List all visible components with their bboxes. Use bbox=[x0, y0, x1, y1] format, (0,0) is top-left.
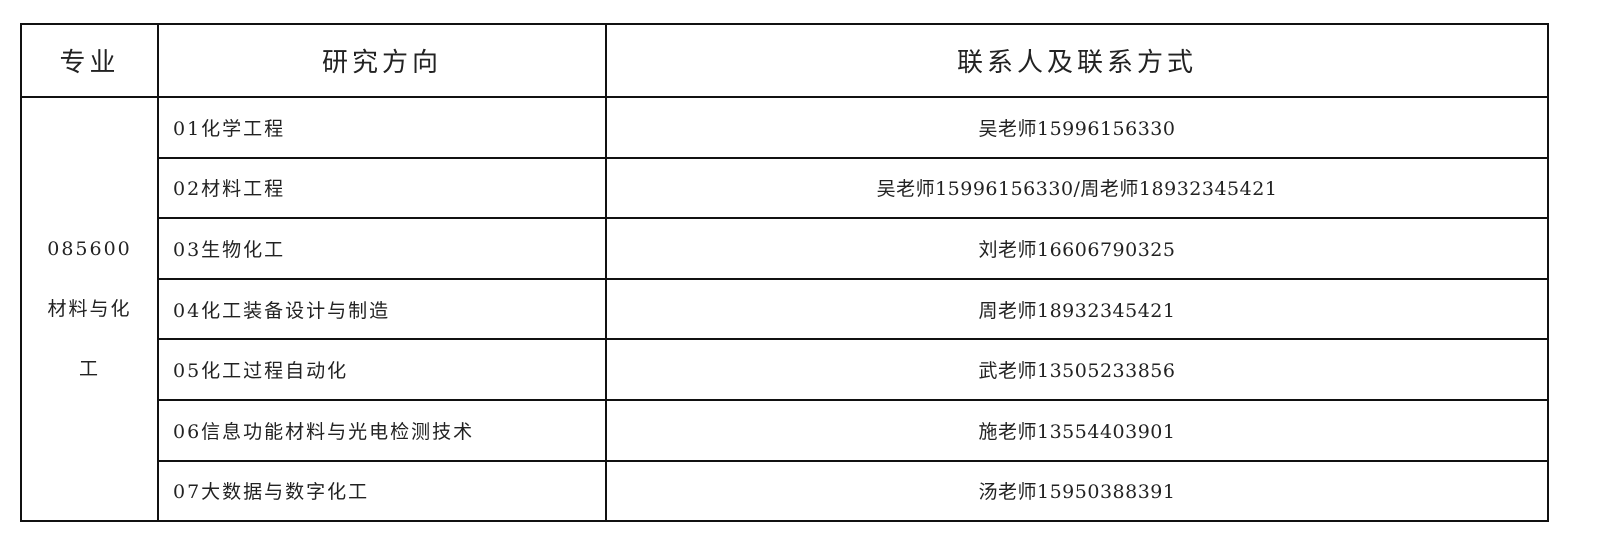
header-major: 专业 bbox=[20, 23, 159, 98]
table-row: 085600材料与化工 01化学工程 吴老师15996156330 bbox=[20, 95, 1549, 523]
header-contact: 联系人及联系方式 bbox=[605, 23, 1549, 98]
table-row: 05化工过程自动化 武老师13505233856 bbox=[21, 338, 1549, 401]
contact-cell: 汤老师15950388391 bbox=[605, 459, 1549, 523]
contact-cell: 吴老师15996156330 bbox=[605, 96, 1549, 159]
contact-table: 专业 研究方向 联系人及联系方式 085600材料与化工 01化学工程 吴老师1… bbox=[20, 23, 1549, 523]
contact-cell: 施老师13554403901 bbox=[605, 398, 1549, 462]
direction-cell: 01化学工程 bbox=[157, 96, 607, 159]
table-row: 04化工装备设计与制造 周老师18932345421 bbox=[21, 277, 1549, 341]
direction-cell: 04化工装备设计与制造 bbox=[157, 277, 607, 341]
direction-cell: 05化工过程自动化 bbox=[157, 338, 607, 401]
direction-cell: 06信息功能材料与光电检测技术 bbox=[157, 398, 607, 462]
table-row: 07大数据与数字化工 汤老师15950388391 bbox=[21, 459, 1549, 523]
contact-cell: 刘老师16606790325 bbox=[605, 217, 1549, 280]
direction-cell: 03生物化工 bbox=[157, 217, 607, 280]
contact-cell: 周老师18932345421 bbox=[605, 277, 1549, 341]
table-row: 02材料工程 吴老师15996156330/周老师18932345421 bbox=[21, 156, 1549, 220]
direction-cell: 07大数据与数字化工 bbox=[157, 459, 607, 523]
contact-cell: 吴老师15996156330/周老师18932345421 bbox=[605, 156, 1549, 220]
table-row: 03生物化工 刘老师16606790325 bbox=[21, 217, 1549, 280]
header-row: 专业 研究方向 联系人及联系方式 bbox=[20, 23, 1549, 98]
major-cell: 085600材料与化工 bbox=[20, 95, 159, 523]
contact-cell: 武老师13505233856 bbox=[605, 338, 1549, 401]
major-label: 085600材料与化工 bbox=[47, 238, 132, 381]
table-row: 06信息功能材料与光电检测技术 施老师13554403901 bbox=[21, 398, 1549, 462]
header-direction: 研究方向 bbox=[157, 23, 607, 98]
direction-cell: 02材料工程 bbox=[157, 156, 607, 220]
